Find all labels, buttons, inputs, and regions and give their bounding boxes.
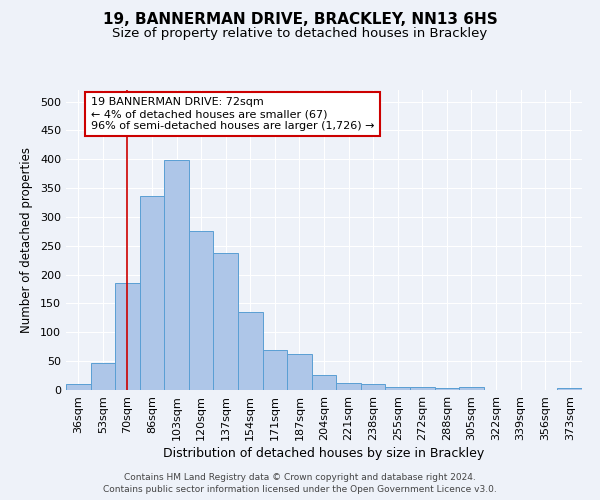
Bar xyxy=(238,312,263,390)
Bar xyxy=(361,384,385,390)
Bar xyxy=(66,384,91,390)
Bar xyxy=(336,382,361,390)
Text: Contains HM Land Registry data © Crown copyright and database right 2024.: Contains HM Land Registry data © Crown c… xyxy=(124,472,476,482)
Y-axis label: Number of detached properties: Number of detached properties xyxy=(20,147,33,333)
Bar xyxy=(140,196,164,390)
Text: Size of property relative to detached houses in Brackley: Size of property relative to detached ho… xyxy=(112,28,488,40)
Text: Contains public sector information licensed under the Open Government Licence v3: Contains public sector information licen… xyxy=(103,485,497,494)
Bar xyxy=(115,284,140,390)
Bar xyxy=(189,232,214,390)
X-axis label: Distribution of detached houses by size in Brackley: Distribution of detached houses by size … xyxy=(163,447,485,460)
Bar xyxy=(410,387,434,390)
Text: 19, BANNERMAN DRIVE, BRACKLEY, NN13 6HS: 19, BANNERMAN DRIVE, BRACKLEY, NN13 6HS xyxy=(103,12,497,28)
Bar xyxy=(287,354,312,390)
Text: 19 BANNERMAN DRIVE: 72sqm
← 4% of detached houses are smaller (67)
96% of semi-d: 19 BANNERMAN DRIVE: 72sqm ← 4% of detach… xyxy=(91,98,374,130)
Bar xyxy=(459,387,484,390)
Bar xyxy=(91,363,115,390)
Bar xyxy=(214,252,238,390)
Bar xyxy=(263,350,287,390)
Bar xyxy=(434,388,459,390)
Bar xyxy=(312,375,336,390)
Bar xyxy=(557,388,582,390)
Bar xyxy=(164,160,189,390)
Bar xyxy=(385,387,410,390)
